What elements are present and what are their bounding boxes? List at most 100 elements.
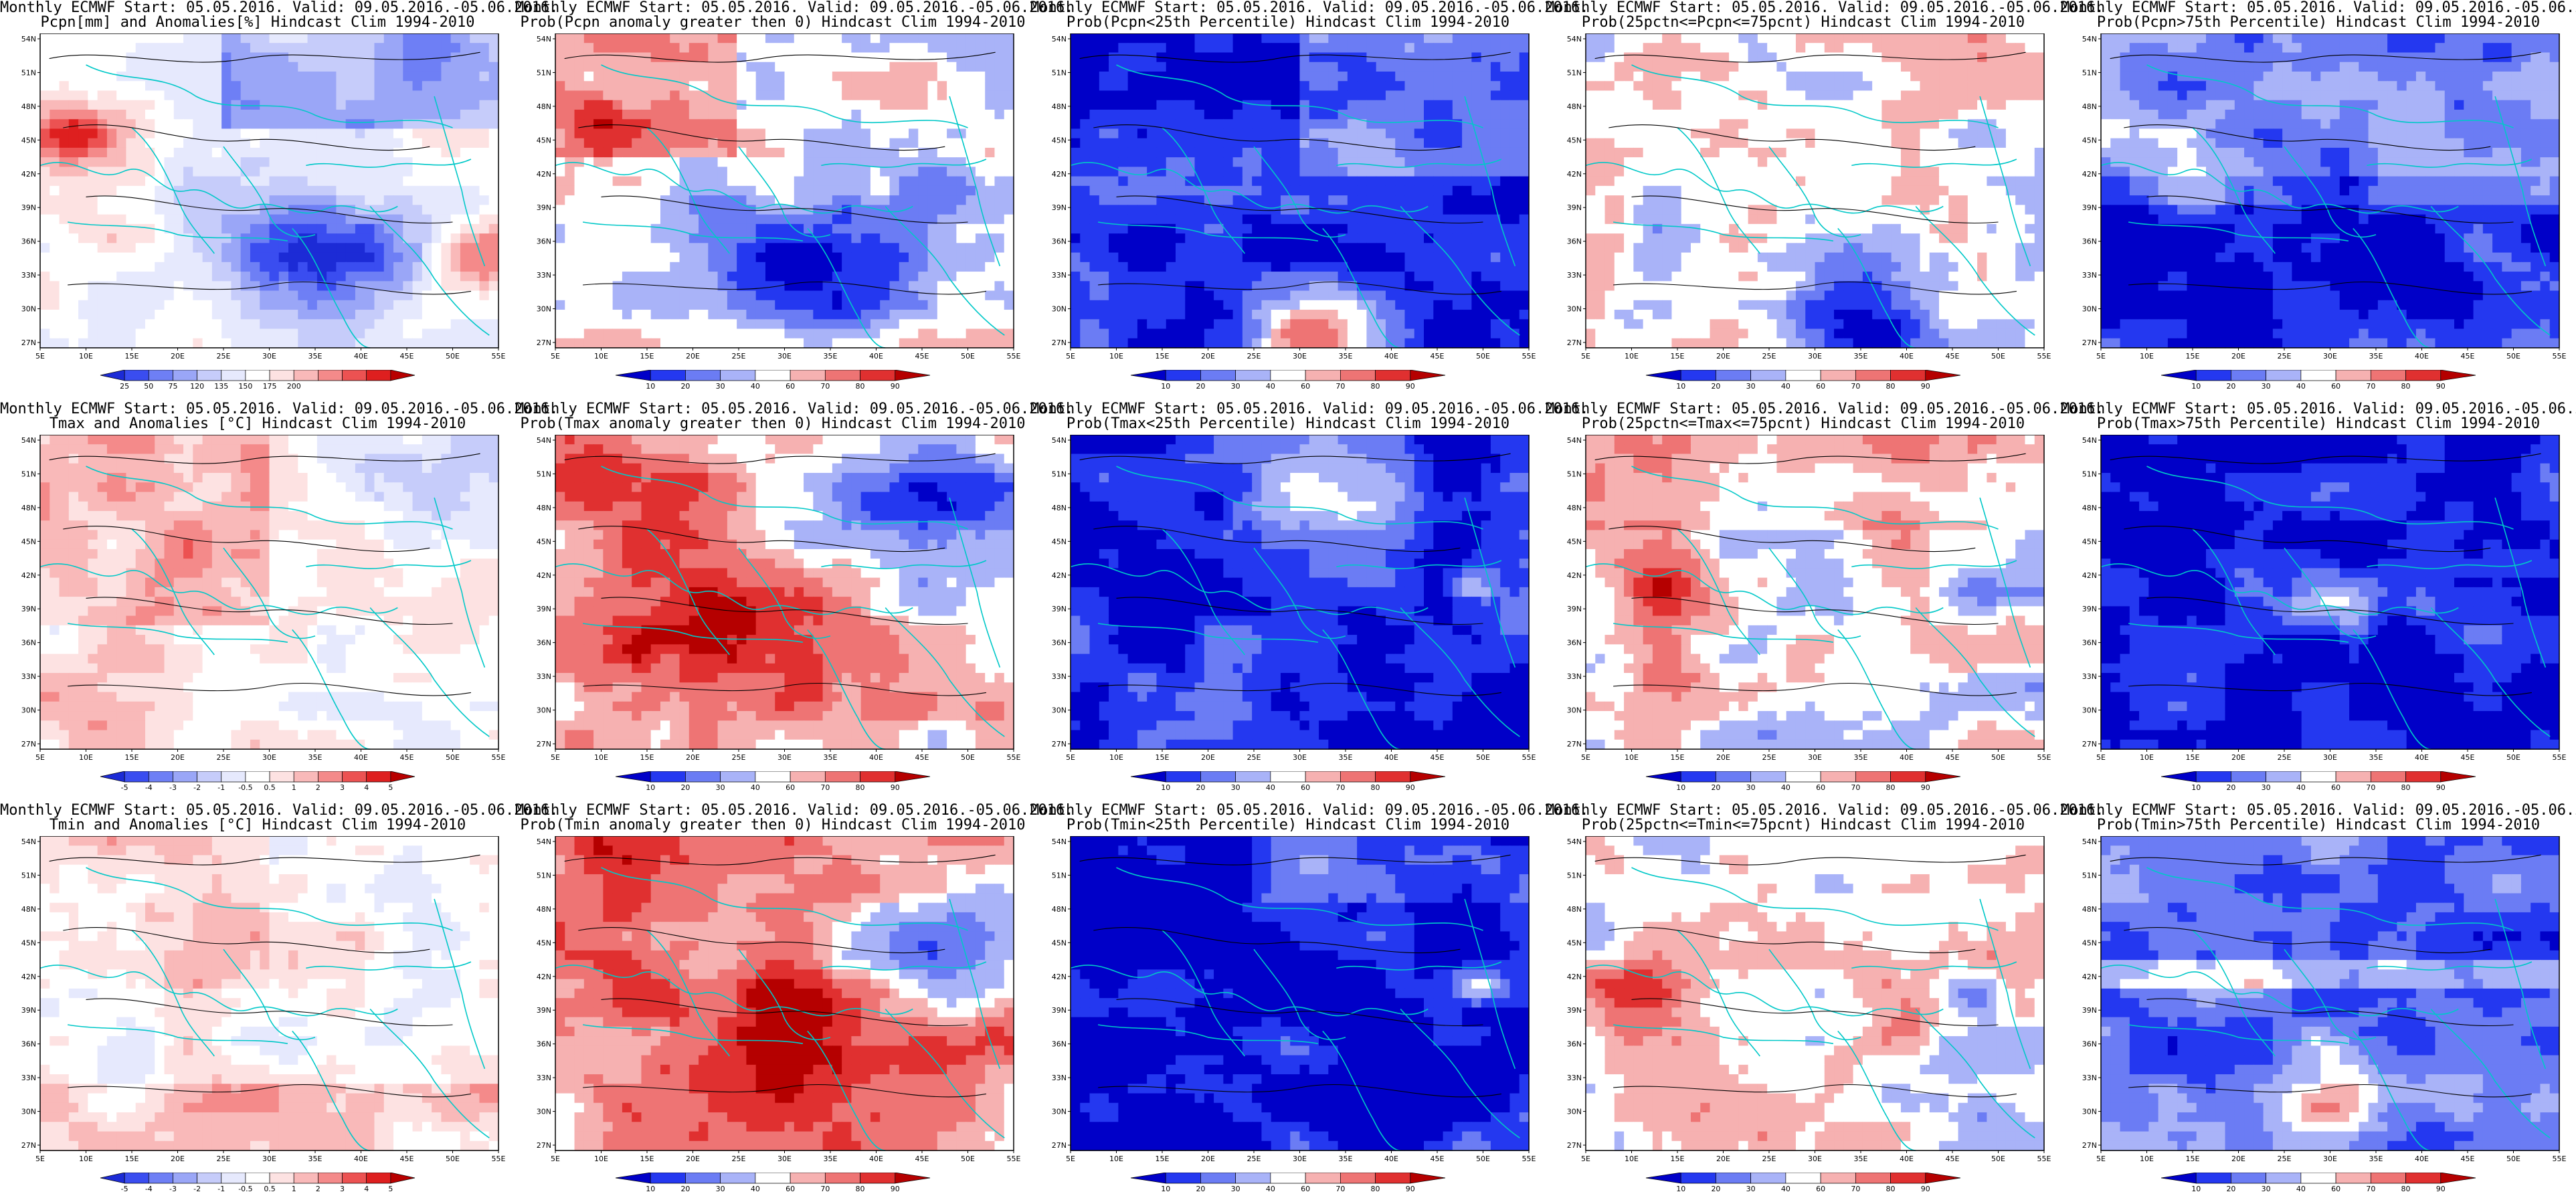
colorbar-swatch <box>269 1173 294 1184</box>
map-panel: Monthly ECMWF Start: 05.05.2016. Valid: … <box>515 803 1073 1204</box>
colorbar-swatch <box>860 771 896 783</box>
colorbar-label: 20 <box>1196 382 1205 391</box>
lon-tick-label: 35E <box>824 753 838 762</box>
colorbar-swatch <box>1200 370 1236 381</box>
lon-tick-label: 5E <box>1581 753 1590 762</box>
colorbar-swatch <box>1235 370 1271 381</box>
lon-tick-label: 50E <box>961 352 975 361</box>
colorbar-label: 70 <box>1336 1185 1345 1193</box>
lon-tick-label: 25E <box>732 1155 746 1163</box>
colorbar: -5 -4 -3 -2 -1 -0.5 0.5 1 2 3 4 5 <box>0 771 515 798</box>
colorbar-label: 70 <box>2366 382 2375 391</box>
lon-tick-label: 5E <box>35 753 45 762</box>
colorbar: 10 20 30 40 60 70 80 90 <box>2061 370 2576 397</box>
colorbar-swatch <box>1235 771 1271 783</box>
colorbar-label: 10 <box>1676 1185 1685 1193</box>
lat-tick-label: 39N <box>1567 605 1582 613</box>
lon-tick-label: 30E <box>1293 352 1307 361</box>
map-canvas: 54N 51N 48N 45N 42N 39N 36N 33N 30N 27N 5E 10E 15E 20… <box>2061 435 2576 764</box>
colorbar-label: 60 <box>1816 1185 1825 1193</box>
colorbar-label: 70 <box>1336 783 1345 792</box>
lon-tick-label: 20E <box>686 1155 700 1163</box>
lat-tick-label: 45N <box>1567 136 1582 144</box>
panel-title-line2: Prob(25pctn<=Tmin<=75pcnt) Hindcast Clim… <box>1546 817 2061 833</box>
lon-tick-label: 5E <box>2096 1155 2106 1163</box>
lon-tick-label: 25E <box>1247 1155 1261 1163</box>
colorbar-swatch <box>2160 370 2197 381</box>
lon-tick-label: 25E <box>217 352 231 361</box>
lon-tick-label: 20E <box>171 352 185 361</box>
colorbar-swatch <box>342 771 367 783</box>
lon-tick-label: 15E <box>2186 352 2200 361</box>
lon-tick-label: 35E <box>824 1155 838 1163</box>
lat-tick-label: 42N <box>21 571 36 580</box>
colorbar-swatch <box>293 1173 318 1184</box>
lat-tick-label: 39N <box>1052 1006 1067 1015</box>
lat-tick-label: 33N <box>21 672 36 681</box>
colorbar-swatch <box>1820 370 1856 381</box>
map-canvas: 54N 51N 48N 45N 42N 39N 36N 33N 30N 27N 5E 10E 15E 20… <box>1546 836 2061 1165</box>
colorbar-swatch <box>650 370 686 381</box>
lat-tick-label: 36N <box>1052 639 1067 647</box>
lon-tick-label: 55E <box>2553 753 2567 762</box>
colorbar-label: 70 <box>2366 783 2375 792</box>
lat-tick-label: 54N <box>537 436 551 445</box>
colorbar-swatch <box>2231 1173 2267 1184</box>
lat-tick-label: 51N <box>1567 68 1582 77</box>
lat-tick-label: 48N <box>537 905 551 914</box>
colorbar-swatch <box>366 771 391 783</box>
colorbar-label: 40 <box>1266 382 1275 391</box>
lon-tick-label: 45E <box>2461 352 2475 361</box>
lon-tick-label: 55E <box>1007 753 1021 762</box>
colorbar-swatch <box>2405 370 2442 381</box>
lon-tick-label: 45E <box>2461 753 2475 762</box>
lon-tick-label: 30E <box>777 1155 792 1163</box>
colorbar-label: 30 <box>716 783 725 792</box>
colorbar-swatch <box>2335 370 2371 381</box>
colorbar-label: 0.5 <box>264 1185 276 1193</box>
lon-tick-label: 40E <box>354 352 368 361</box>
colorbar-swatch <box>1785 370 1821 381</box>
lat-tick-label: 51N <box>537 470 551 478</box>
lat-tick-label: 36N <box>21 1040 36 1049</box>
colorbar-label: 30 <box>2262 1185 2271 1193</box>
lon-tick-label: 30E <box>2323 352 2337 361</box>
colorbar-label: 10 <box>1161 1185 1170 1193</box>
colorbar-label: 30 <box>2262 783 2271 792</box>
lon-tick-label: 45E <box>400 1155 414 1163</box>
lon-tick-label: 10E <box>2140 753 2154 762</box>
colorbar-swatch <box>1200 771 1236 783</box>
lon-tick-label: 25E <box>1247 753 1261 762</box>
lat-tick-label: 48N <box>1052 905 1067 914</box>
colorbar-label: -0.5 <box>238 783 252 792</box>
colorbar-swatch <box>269 370 294 381</box>
lat-tick-label: 36N <box>1567 639 1582 647</box>
lat-tick-label: 45N <box>537 938 551 947</box>
colorbar-label: 40 <box>2296 382 2306 391</box>
colorbar-label: 30 <box>1746 382 1756 391</box>
lon-tick-label: 5E <box>551 753 560 762</box>
colorbar-label: 30 <box>1746 783 1756 792</box>
colorbar-label: 20 <box>2226 382 2235 391</box>
lon-tick-label: 15E <box>640 1155 654 1163</box>
colorbar-swatch <box>318 370 343 381</box>
lat-tick-label: 54N <box>1567 837 1582 846</box>
lon-tick-label: 5E <box>2096 753 2106 762</box>
lat-tick-label: 30N <box>537 305 551 314</box>
panel-title-line2: Pcpn[mm] and Anomalies[%] Hindcast Clim … <box>0 15 515 31</box>
colorbar-label: 60 <box>786 382 795 391</box>
colorbar-swatch <box>1855 771 1891 783</box>
colorbar-label: -3 <box>169 1185 177 1193</box>
colorbar-swatch <box>1410 771 1446 783</box>
lat-tick-label: 48N <box>537 504 551 512</box>
colorbar-label: 80 <box>2401 783 2411 792</box>
lat-tick-label: 45N <box>2082 136 2097 144</box>
panel-title-line1: Monthly ECMWF Start: 05.05.2016. Valid: … <box>2061 401 2576 417</box>
colorbar-swatch <box>1855 1173 1891 1184</box>
colorbar-swatch <box>2370 1173 2406 1184</box>
lat-tick-label: 39N <box>21 203 36 212</box>
lat-tick-label: 54N <box>537 837 551 846</box>
lat-tick-label: 36N <box>1052 237 1067 246</box>
lon-tick-label: 50E <box>446 753 460 762</box>
colorbar-swatch <box>390 370 416 381</box>
